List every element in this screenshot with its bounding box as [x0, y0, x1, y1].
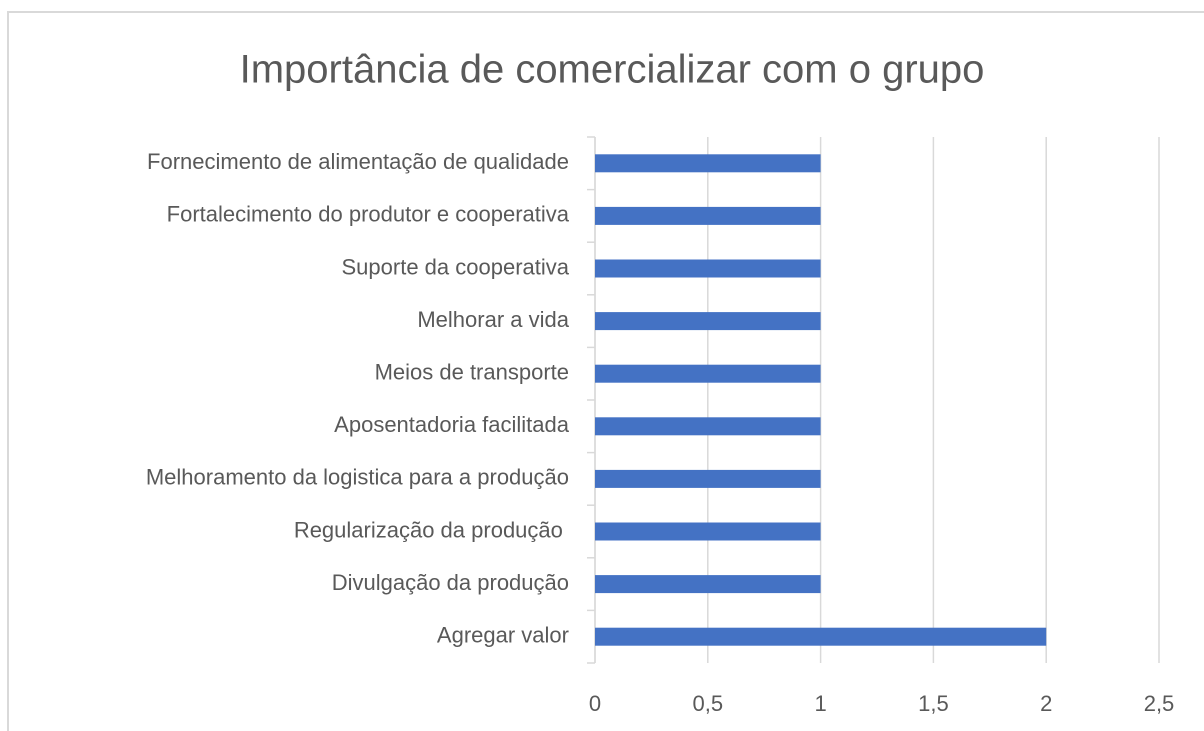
bar	[595, 312, 821, 331]
x-tick-label: 1,5	[918, 691, 949, 716]
bar	[595, 522, 821, 541]
bar	[595, 364, 821, 383]
y-tick-label: Meios de transporte	[375, 360, 569, 385]
y-tick-label: Agregar valor	[437, 623, 569, 648]
bar	[595, 206, 821, 225]
x-tick-label: 0,5	[693, 691, 724, 716]
bar	[595, 259, 821, 278]
y-tick-label: Regularização da produção	[294, 517, 569, 542]
x-tick-label: 2,5	[1144, 691, 1175, 716]
bar	[595, 154, 821, 173]
y-tick-label: Divulgação da produção	[332, 570, 569, 595]
y-tick-label: Fortalecimento do produtor e cooperativa	[167, 202, 570, 227]
bar	[595, 469, 821, 488]
x-tick-label: 0	[589, 691, 601, 716]
y-tick-label: Melhorar a vida	[417, 307, 569, 332]
x-tick-label: 2	[1040, 691, 1052, 716]
chart-title: Importância de comercializar com o grupo	[240, 48, 985, 92]
y-tick-label: Melhoramento da logistica para a produçã…	[146, 465, 569, 490]
y-tick-label: Fornecimento de alimentação de qualidade	[147, 149, 569, 174]
x-tick-label: 1	[814, 691, 826, 716]
y-tick-label: Suporte da cooperativa	[342, 254, 570, 279]
y-tick-label: Aposentadoria facilitada	[334, 412, 570, 437]
chart-border	[7, 11, 1204, 731]
bar	[595, 575, 821, 594]
bar	[595, 417, 821, 436]
bar	[595, 627, 1047, 646]
